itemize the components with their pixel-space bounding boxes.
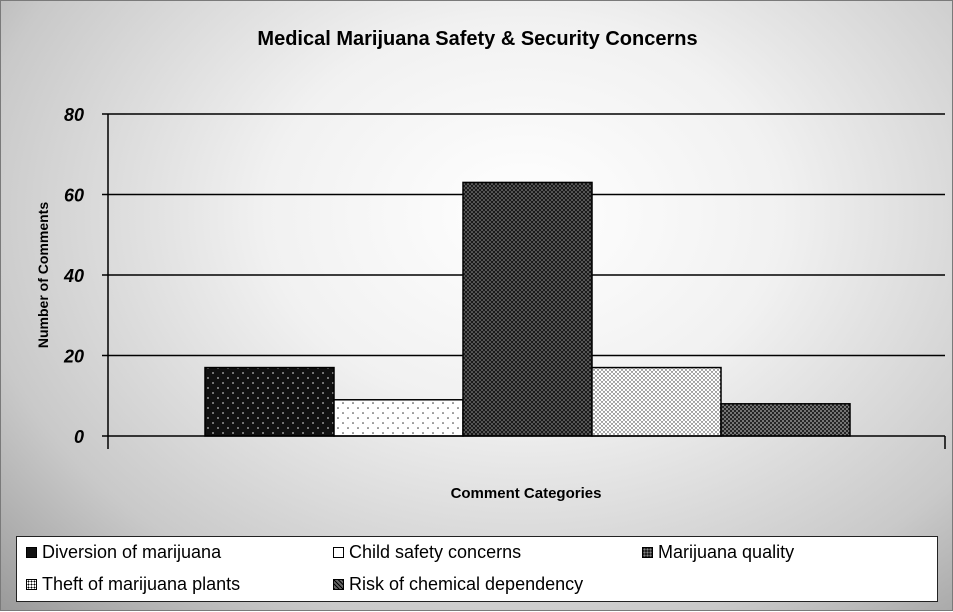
chart-title: Medical Marijuana Safety & Security Conc… [257,28,698,50]
legend-item: Theft of marijuana plants [26,574,240,595]
legend-item: Risk of chemical dependency [333,574,583,595]
legend-swatch [333,579,344,590]
legend-label: Risk of chemical dependency [349,574,584,594]
legend-item: Child safety concerns [333,542,521,563]
legend-item: Diversion of marijuana [26,542,221,563]
y-tick-label: 80 [64,105,84,125]
legend-swatch [642,547,653,558]
legend-item: Marijuana quality [642,542,794,563]
legend-label: Child safety concerns [349,542,522,562]
legend-label: Theft of marijuana plants [42,574,241,594]
x-axis-label: Comment Categories [450,485,602,502]
y-tick-label: 60 [64,186,84,206]
legend: Diversion of marijuana Child safety conc… [16,536,938,602]
legend-swatch [333,547,344,558]
bar [204,366,335,437]
bar [591,366,722,437]
legend-swatch [26,547,37,558]
y-tick-label: 20 [63,347,84,367]
bar [720,403,851,437]
bar [333,399,464,437]
legend-label: Marijuana quality [658,542,795,562]
bar [462,181,593,437]
y-tick-label: 40 [63,266,84,286]
legend-swatch [26,579,37,590]
legend-label: Diversion of marijuana [42,542,222,562]
y-tick-label: 0 [74,427,84,447]
